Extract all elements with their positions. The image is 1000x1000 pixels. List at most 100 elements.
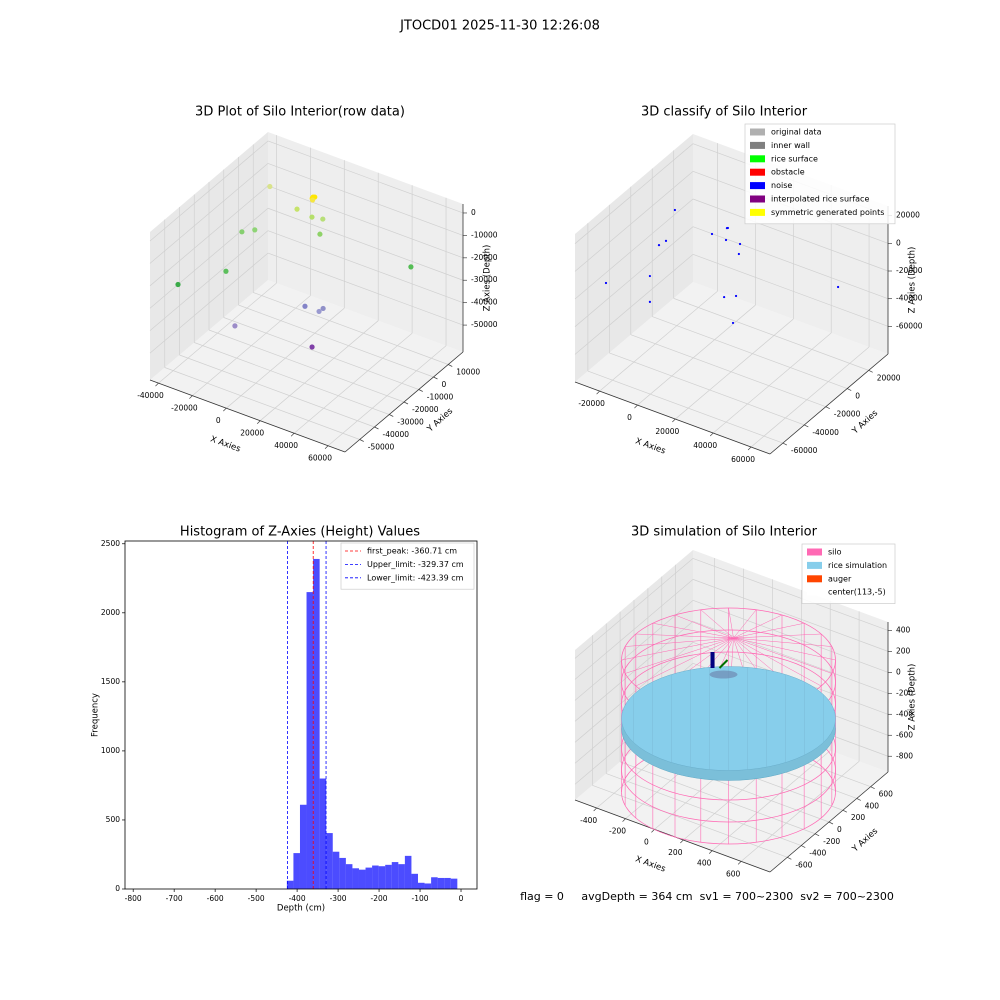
- grid-line: [637, 304, 756, 406]
- grid-line: [267, 230, 464, 303]
- silo-roof-line: [733, 614, 783, 639]
- legend-label: obstacle: [771, 168, 805, 177]
- legend-swatch: [750, 182, 765, 190]
- silo-roof-line: [635, 633, 734, 639]
- back-pane: [268, 132, 463, 352]
- z-axis-label: Z Axies (Depth): [908, 664, 918, 731]
- grid-line: [606, 773, 802, 846]
- grid-line: [574, 579, 694, 680]
- grid-line: [574, 621, 694, 722]
- z-tick-label: -40000: [896, 294, 923, 303]
- z-axis-label: Z Axies (Depth): [483, 245, 493, 312]
- plot-frame: [124, 540, 478, 890]
- grid-line: [574, 198, 694, 300]
- x-tick-label: -800: [125, 894, 142, 903]
- silo-roof-line: [733, 622, 805, 639]
- histogram-bar: [378, 866, 386, 889]
- y-tick-label: 10000: [456, 368, 480, 377]
- data-point: [320, 216, 326, 222]
- y-tick-label: -10000: [427, 393, 454, 402]
- x-tick-label: -200: [371, 894, 388, 903]
- x-tick: [651, 829, 655, 833]
- grid-line: [574, 143, 694, 244]
- y-tick-label: 0: [115, 884, 120, 893]
- histogram-bar: [391, 862, 399, 889]
- x-tick: [622, 818, 626, 822]
- z-tick-label: -400: [896, 709, 913, 718]
- y-tick: [801, 845, 806, 848]
- chart-title: 3D simulation of Silo Interior: [631, 525, 818, 540]
- histogram-bar: [286, 880, 294, 889]
- legend-swatch: [807, 561, 822, 569]
- x-tick-label: -400: [289, 894, 306, 903]
- grid-line: [149, 230, 269, 331]
- x-tick-label: 60000: [731, 455, 755, 464]
- x-tick: [634, 404, 638, 409]
- data-point: [267, 183, 273, 190]
- data-point: [320, 305, 326, 312]
- x-tick: [593, 807, 597, 812]
- y-tick: [847, 388, 852, 391]
- data-point: [317, 231, 323, 237]
- data-point: [309, 214, 315, 220]
- x-axis-line: [574, 381, 771, 455]
- data-point: [294, 206, 300, 212]
- grid-line: [673, 298, 869, 371]
- y-tick: [870, 786, 875, 790]
- y-tick: [403, 401, 409, 405]
- x-tick-label: 0: [216, 416, 221, 425]
- x-tick: [672, 418, 676, 423]
- silo-roof-line: [635, 637, 734, 687]
- grid-line: [692, 558, 889, 631]
- histogram-bar: [339, 857, 346, 889]
- x-tick-label: 0: [627, 413, 632, 422]
- legend-swatch: [750, 195, 765, 203]
- z-tick-label: 0: [896, 238, 901, 247]
- y-tick: [359, 439, 364, 442]
- y-tick: [814, 833, 820, 837]
- grid-line: [652, 316, 848, 389]
- grid-line: [179, 354, 375, 428]
- y-axis-line: [344, 351, 464, 453]
- data-point: [252, 227, 258, 233]
- silo-roof-line: [674, 614, 734, 639]
- y-tick-label: -20000: [412, 405, 439, 414]
- y-tick-label: -600: [795, 860, 812, 869]
- x-tick-label: -500: [248, 894, 265, 903]
- y-tick: [374, 426, 379, 430]
- z-tick-label: -10000: [471, 230, 498, 239]
- legend-swatch: [807, 588, 822, 596]
- data-point: [309, 197, 316, 203]
- z-tick-label: 0: [471, 208, 476, 217]
- chart-title: 3D Plot of Silo Interior(row data): [195, 105, 405, 120]
- x-tick-label: 600: [726, 869, 741, 878]
- x-tick: [708, 850, 713, 854]
- grid-line: [149, 185, 269, 287]
- x-tick-label: -40000: [137, 391, 164, 400]
- y-tick: [448, 364, 453, 367]
- y-tick-label: 2000: [101, 608, 120, 617]
- legend-box: [744, 123, 896, 225]
- data-point: [604, 281, 608, 285]
- histogram-bar: [326, 833, 333, 889]
- x-tick-label: -400: [580, 816, 597, 825]
- legend-box: [340, 542, 475, 590]
- data-point: [648, 274, 652, 278]
- silo-roof-line: [728, 607, 734, 639]
- silo-roof-line: [652, 622, 734, 639]
- histogram-bar: [450, 878, 458, 889]
- x-tick: [596, 390, 600, 395]
- grid-line: [267, 185, 464, 259]
- histogram-bar: [404, 855, 412, 889]
- silo-roof-line: [733, 637, 832, 674]
- grid-line: [574, 254, 694, 355]
- x-tick-label: -100: [412, 894, 429, 903]
- y-tick: [389, 414, 394, 417]
- legend-label: silo: [828, 548, 842, 557]
- grid-line: [223, 317, 419, 390]
- y-tick-label: 200: [851, 813, 866, 822]
- grid-line: [692, 579, 889, 652]
- x-tick-label: -600: [207, 894, 224, 903]
- x-tick-label: 0: [644, 837, 649, 846]
- grid-line: [609, 352, 805, 426]
